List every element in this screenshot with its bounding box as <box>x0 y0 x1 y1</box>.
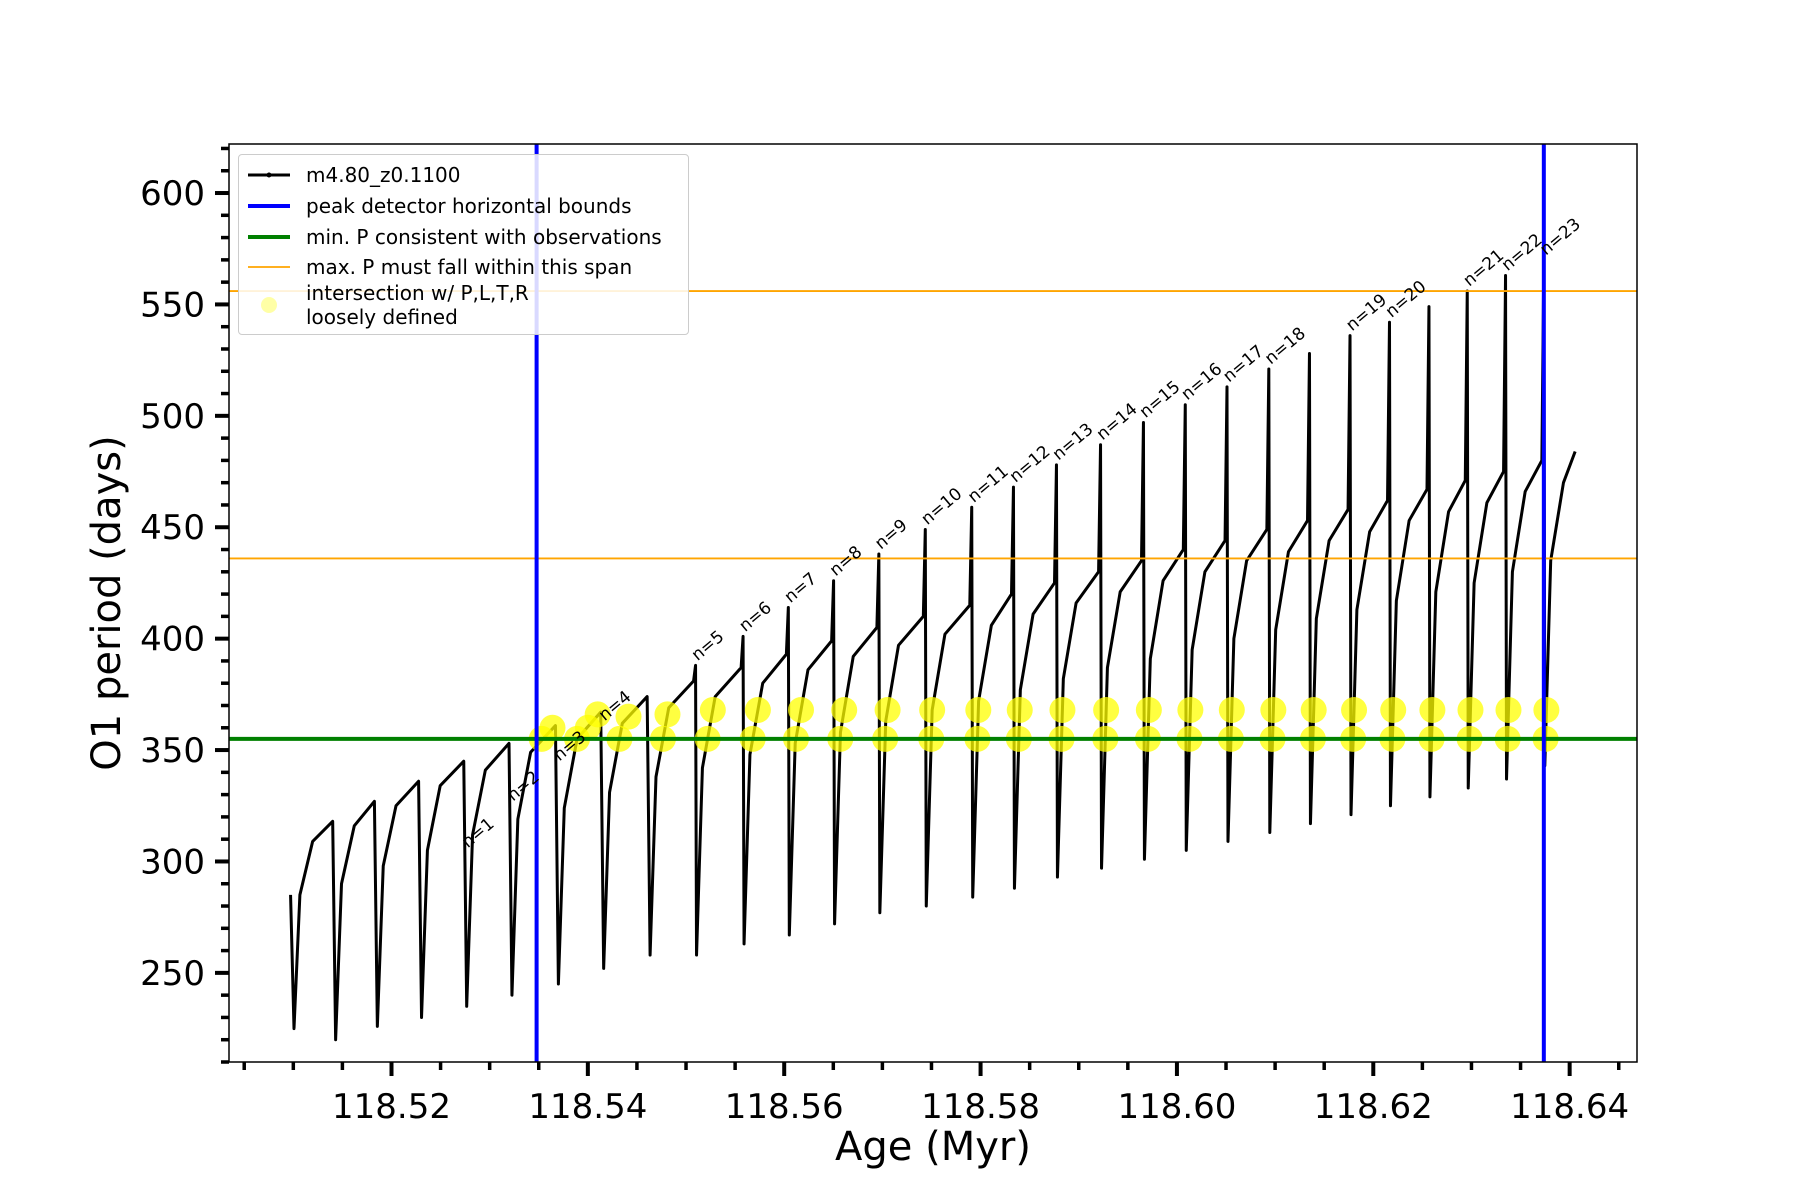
pulse-label: n=17 <box>1219 341 1268 386</box>
scatter-point <box>1260 696 1287 723</box>
scatter-point <box>615 703 642 730</box>
scatter-point <box>1006 696 1033 723</box>
scatter-point <box>1049 696 1076 723</box>
scatter-point <box>1300 696 1327 723</box>
x-tick-label: 118.56 <box>725 1087 844 1127</box>
scatter-point <box>1533 696 1560 723</box>
scatter-point <box>831 696 858 723</box>
pulse-label: n=22 <box>1498 230 1547 275</box>
x-axis-label: Age (Myr) <box>835 1124 1031 1170</box>
scatter-point <box>1495 696 1522 723</box>
legend-label: m4.80_z0.1100 <box>306 163 461 187</box>
x-tick-label: 118.52 <box>332 1087 451 1127</box>
legend-marker <box>261 297 277 313</box>
pulse-label: n=6 <box>735 598 775 636</box>
legend-item: peak detector horizontal bounds <box>248 194 632 218</box>
legend-label: max. P must fall within this span <box>306 255 633 279</box>
pulse-label: n=14 <box>1093 399 1142 444</box>
pulse-label: n=11 <box>964 462 1013 507</box>
scatter-point <box>744 696 771 723</box>
scatter-point <box>1135 696 1162 723</box>
pulse-label: n=8 <box>826 542 866 580</box>
y-tick-label: 600 <box>140 174 205 214</box>
legend-swatch <box>248 235 290 239</box>
legend-swatch <box>248 172 290 178</box>
legend-item: max. P must fall within this span <box>248 255 632 279</box>
x-tick-label: 118.54 <box>528 1087 647 1127</box>
y-tick-label: 300 <box>140 842 205 882</box>
scatter-point <box>874 696 901 723</box>
y-tick-label: 350 <box>140 731 205 771</box>
scatter-point <box>1341 696 1368 723</box>
pulse-label: n=12 <box>1006 442 1055 487</box>
legend-label: intersection w/ P,L,T,R loosely defined <box>306 281 529 329</box>
y-tick-label: 500 <box>140 397 205 437</box>
pulse-label: n=21 <box>1460 246 1509 291</box>
scatter-point <box>919 696 946 723</box>
pulse-label: n=5 <box>688 627 728 665</box>
plot-area <box>229 144 1637 1062</box>
pulse-label: n=13 <box>1049 419 1098 464</box>
pulse-label: n=7 <box>781 569 821 607</box>
scatter-point <box>1419 696 1446 723</box>
legend-item: m4.80_z0.1100 <box>248 163 461 187</box>
scatter-point <box>965 696 992 723</box>
pulse-label: n=20 <box>1382 277 1431 322</box>
x-tick-label: 118.60 <box>1117 1087 1236 1127</box>
legend-item: min. P consistent with observations <box>248 225 662 249</box>
legend-marker <box>266 172 272 178</box>
legend-item: intersection w/ P,L,T,R loosely defined <box>248 281 529 329</box>
y-tick-label: 250 <box>140 954 205 994</box>
pulse-label: n=15 <box>1136 377 1185 422</box>
scatter-point <box>1380 696 1407 723</box>
scatter-point <box>787 696 814 723</box>
legend-swatch <box>248 266 290 268</box>
legend-label: min. P consistent with observations <box>306 225 662 249</box>
y-tick-label: 450 <box>140 508 205 548</box>
x-tick-label: 118.64 <box>1510 1087 1629 1127</box>
pulse-label: n=10 <box>918 484 967 529</box>
x-tick-label: 118.58 <box>921 1087 1040 1127</box>
x-tick-label: 118.62 <box>1314 1087 1433 1127</box>
scatter-point <box>1093 696 1120 723</box>
scatter-point <box>1177 696 1204 723</box>
pulse-label: n=16 <box>1178 359 1227 404</box>
scatter-point <box>699 696 726 723</box>
y-tick-label: 550 <box>140 285 205 325</box>
legend-label: peak detector horizontal bounds <box>306 194 632 218</box>
scatter-point <box>1457 696 1484 723</box>
scatter-point <box>1218 696 1245 723</box>
data-line <box>289 258 1577 1042</box>
y-axis-label: O1 period (days) <box>84 435 130 770</box>
scatter-point <box>654 701 681 728</box>
scatter-point <box>539 714 566 741</box>
pulse-label: n=9 <box>871 515 911 553</box>
scatter-point <box>584 701 611 728</box>
pulse-label: n=19 <box>1342 290 1391 335</box>
y-tick-label: 400 <box>140 620 205 660</box>
pulse-label: n=18 <box>1261 324 1310 369</box>
legend-swatch <box>248 204 290 208</box>
legend-swatch <box>261 297 277 313</box>
